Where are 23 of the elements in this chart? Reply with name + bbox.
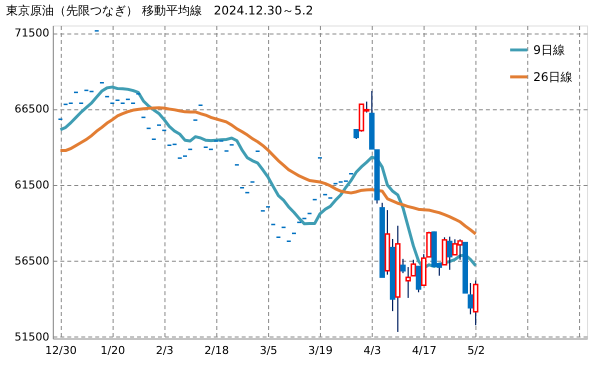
candlestick	[354, 128, 360, 140]
y-tick-label: 51500	[14, 330, 50, 344]
x-tick-label: 4/3	[364, 344, 382, 357]
x-tick-label: 3/19	[308, 344, 333, 357]
candlestick	[400, 258, 406, 274]
x-tick-label: 2/18	[204, 344, 229, 357]
x-tick-label: 12/30	[45, 344, 77, 357]
legend-label: 9日線	[533, 42, 565, 57]
x-tick-label: 4/17	[412, 344, 437, 357]
chart-title: 東京原油（先限つなぎ） 移動平均線 2024.12.30～5.2	[6, 4, 314, 18]
y-tick-label: 71500	[14, 26, 50, 40]
line-series	[58, 86, 478, 270]
x-tick-label: 1/20	[100, 344, 126, 357]
x-tick-label: 5/2	[467, 344, 485, 357]
x-tick-label: 3/5	[260, 344, 278, 357]
x-tick-label: 2/3	[156, 344, 174, 357]
y-tick-label: 66500	[14, 102, 50, 116]
line-series	[58, 106, 478, 236]
candlestick	[446, 236, 452, 270]
candlestick	[416, 266, 422, 293]
legend-label: 26日線	[533, 70, 572, 84]
y-tick-label: 56500	[14, 254, 50, 268]
y-tick-label: 61500	[14, 178, 50, 192]
